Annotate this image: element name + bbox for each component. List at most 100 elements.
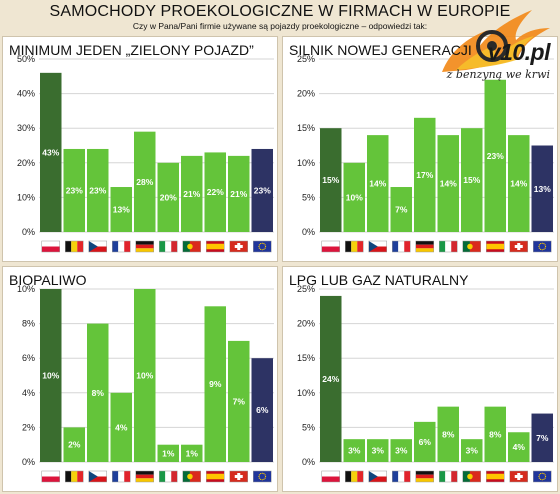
bar-switzerland: [228, 155, 250, 232]
data-label: 3%: [348, 446, 361, 456]
data-label: 8%: [92, 388, 105, 398]
bar-france: [110, 392, 132, 462]
data-label: 14%: [369, 179, 386, 189]
flag-icon-switzerland: [229, 470, 248, 483]
data-label: 1%: [162, 448, 175, 458]
data-label: 7%: [395, 205, 408, 215]
header: SAMOCHODY PROEKOLOGICZNE W FIRMACH W EUR…: [0, 0, 560, 38]
bar-spain: [484, 406, 506, 462]
bar-poland: [40, 72, 62, 232]
data-label: 15%: [463, 175, 480, 185]
flag-icon-spain: [486, 240, 505, 253]
bar-eu: [531, 413, 553, 462]
flag-icon-czech-republic: [368, 240, 387, 253]
bar-switzerland: [508, 135, 530, 232]
flag-icon-czech-republic: [368, 470, 387, 483]
bar-portugal: [181, 444, 203, 462]
y-tick-label: 10%: [297, 158, 315, 168]
bar-italy: [157, 162, 179, 232]
y-tick-label: 20%: [297, 89, 315, 99]
y-tick-label: 15%: [297, 123, 315, 133]
flag-icon-spain: [486, 470, 505, 483]
flag-icon-poland: [321, 470, 340, 483]
flag-icon-germany: [415, 470, 434, 483]
flag-icon-france: [112, 470, 131, 483]
flag-icon-spain: [206, 470, 225, 483]
flag-icon-spain: [206, 240, 225, 253]
y-tick-label: 15%: [297, 353, 315, 363]
data-label: 10%: [42, 371, 59, 381]
bar-czech-republic: [87, 323, 109, 462]
bar-chart: 0% 10% 20% 30% 40% 50% 43% 23% 23% 13% 28% 20% 21% 22…: [17, 54, 274, 253]
flag-icon-poland: [41, 470, 60, 483]
page-subtitle: Czy w Pana/Pani firmie używane są pojazd…: [132, 21, 428, 31]
bar-czech-republic: [367, 439, 389, 462]
bar-germany: [134, 131, 156, 232]
y-tick-label: 5%: [302, 422, 315, 432]
y-tick-label: 2%: [22, 422, 35, 432]
bar-eu: [251, 148, 273, 232]
bar-belgium: [343, 439, 365, 462]
bar-poland: [320, 128, 342, 232]
flag-icon-germany: [135, 470, 154, 483]
bar-spain: [204, 152, 226, 232]
chart-title: BIOPALIWO: [9, 272, 87, 288]
bar-italy: [437, 406, 459, 462]
data-label: 2%: [68, 440, 81, 450]
bar-belgium: [63, 148, 85, 232]
bar-czech-republic: [367, 135, 389, 232]
bar-spain: [484, 79, 506, 232]
flag-icon-switzerland: [229, 240, 248, 253]
data-label: 14%: [510, 179, 527, 189]
y-tick-label: 40%: [17, 89, 35, 99]
flag-icon-eu: [533, 240, 552, 253]
bar-poland: [320, 295, 342, 462]
chart-panel-minimum-zielony: 0% 10% 20% 30% 40% 50% 43% 23% 23% 13% 28% 20% 21% 22…: [2, 36, 278, 262]
data-label: 6%: [419, 437, 432, 447]
y-tick-label: 0%: [302, 457, 315, 467]
y-tick-label: 25%: [297, 284, 315, 294]
chart-panel-biopaliwo: 0% 2% 4% 6% 8% 10% 10% 2% 8% 4% 10% 1% 1% 9% 7% 6% BIOP…: [2, 266, 278, 492]
data-label: 3%: [395, 446, 408, 456]
data-label: 15%: [322, 175, 339, 185]
flag-icon-portugal: [182, 470, 201, 483]
bar-poland: [40, 289, 62, 462]
y-tick-label: 0%: [22, 457, 35, 467]
v10-logo[interactable]: v10.pl z benzyną we krwi: [436, 2, 556, 88]
y-tick-label: 20%: [297, 319, 315, 329]
bar-italy: [437, 135, 459, 232]
bar-eu: [251, 358, 273, 462]
flag-icon-czech-republic: [88, 470, 107, 483]
bar-chart: 0% 5% 10% 15% 20% 25% 24% 3% 3% 3% 6% 8% 3% 8% 4% 7%: [297, 284, 554, 483]
data-label: 10%: [136, 371, 153, 381]
data-label: 8%: [489, 429, 502, 439]
data-label: 6%: [256, 405, 269, 415]
y-tick-label: 30%: [17, 123, 35, 133]
chart-panel-lpg: 0% 5% 10% 15% 20% 25% 24% 3% 3% 3% 6% 8% 3% 8% 4% 7% LP…: [282, 266, 558, 492]
y-tick-label: 8%: [22, 319, 35, 329]
data-label: 4%: [513, 442, 526, 452]
flag-icon-switzerland: [509, 240, 528, 253]
bar-switzerland: [228, 340, 250, 462]
data-label: 24%: [322, 374, 339, 384]
bar-france: [110, 187, 132, 232]
data-label: 22%: [207, 187, 224, 197]
data-label: 13%: [534, 184, 551, 194]
flag-icon-portugal: [462, 470, 481, 483]
bar-italy: [157, 444, 179, 462]
y-tick-label: 20%: [17, 158, 35, 168]
bar-portugal: [181, 155, 203, 232]
flag-icon-italy: [439, 240, 458, 253]
flag-icon-eu: [253, 470, 272, 483]
flag-icon-belgium: [345, 240, 364, 253]
data-label: 13%: [113, 205, 130, 215]
bar-france: [390, 439, 412, 462]
bar-portugal: [461, 439, 483, 462]
y-tick-label: 4%: [22, 388, 35, 398]
bar-germany: [414, 421, 436, 462]
data-label: 21%: [183, 189, 200, 199]
data-label: 28%: [136, 177, 153, 187]
data-label: 3%: [372, 446, 385, 456]
flag-icon-italy: [439, 470, 458, 483]
data-label: 4%: [115, 422, 128, 432]
